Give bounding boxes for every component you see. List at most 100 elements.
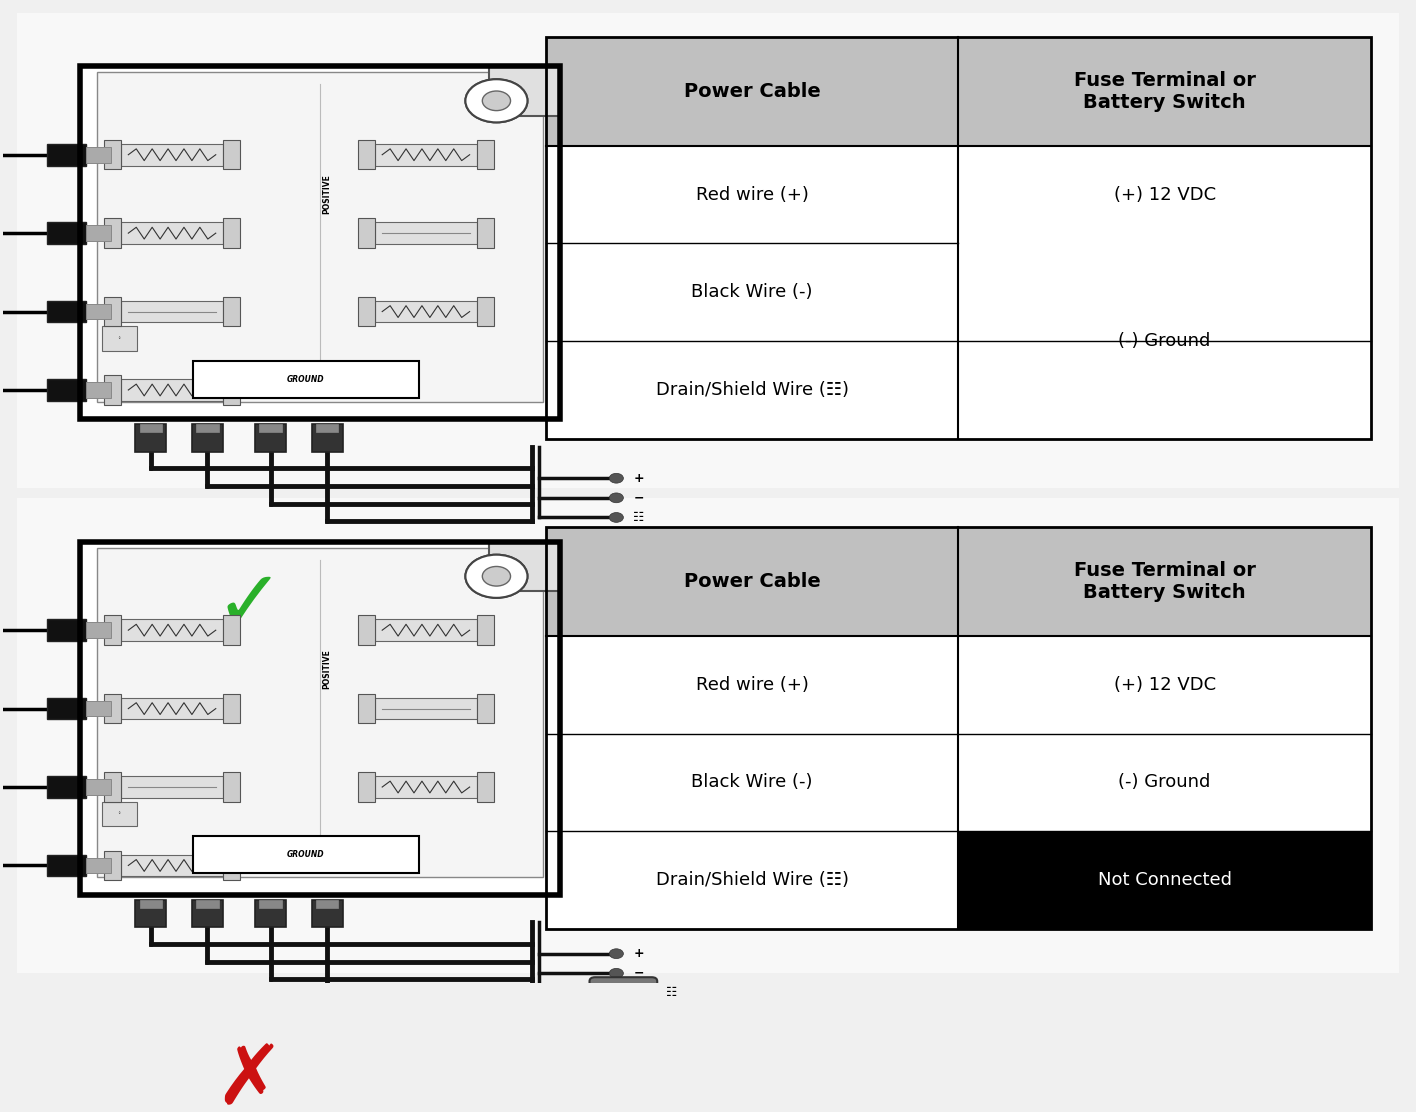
Bar xyxy=(122,619,222,641)
Text: Power Cable: Power Cable xyxy=(684,572,820,590)
Bar xyxy=(191,900,222,927)
Bar xyxy=(122,855,222,876)
Bar xyxy=(222,615,239,645)
Bar xyxy=(222,694,239,723)
Bar xyxy=(122,222,222,244)
Bar xyxy=(477,615,494,645)
Bar xyxy=(477,694,494,723)
Bar xyxy=(255,900,286,927)
Bar xyxy=(47,776,86,797)
Bar xyxy=(375,776,477,797)
Bar xyxy=(375,300,477,322)
Bar xyxy=(545,636,959,734)
Bar xyxy=(259,425,282,433)
Bar xyxy=(358,615,375,645)
Circle shape xyxy=(466,555,528,598)
Bar xyxy=(102,326,137,350)
Bar xyxy=(358,773,375,802)
Bar xyxy=(959,832,1371,930)
Bar xyxy=(477,773,494,802)
Bar xyxy=(191,425,222,451)
Circle shape xyxy=(483,566,511,586)
Bar xyxy=(122,143,222,166)
Bar xyxy=(136,425,167,451)
Circle shape xyxy=(609,969,623,979)
Circle shape xyxy=(466,555,528,598)
Bar xyxy=(222,297,239,326)
Bar xyxy=(477,218,494,248)
Bar xyxy=(136,900,167,927)
Bar xyxy=(545,527,959,636)
Circle shape xyxy=(609,949,623,959)
Bar xyxy=(47,143,86,166)
Bar xyxy=(545,832,959,930)
Bar xyxy=(358,218,375,248)
Bar xyxy=(47,222,86,244)
Bar xyxy=(47,379,86,400)
Bar xyxy=(122,698,222,719)
Bar xyxy=(316,425,338,433)
Bar xyxy=(959,37,1371,146)
Bar xyxy=(375,222,477,244)
Text: −: − xyxy=(633,966,644,980)
Bar xyxy=(105,140,122,169)
Bar xyxy=(86,701,112,716)
Text: Fuse Terminal or
Battery Switch: Fuse Terminal or Battery Switch xyxy=(1073,562,1256,602)
Circle shape xyxy=(609,513,623,523)
Bar xyxy=(477,297,494,326)
Bar xyxy=(959,146,1371,244)
Bar xyxy=(312,900,343,927)
Text: GROUND: GROUND xyxy=(287,375,324,384)
Bar xyxy=(17,12,1399,488)
Circle shape xyxy=(609,474,623,483)
Bar xyxy=(98,72,542,401)
Bar xyxy=(17,498,1399,973)
Bar xyxy=(105,375,122,405)
Bar xyxy=(222,375,239,405)
Bar xyxy=(86,304,112,319)
Bar xyxy=(47,619,86,641)
Text: Red wire (+): Red wire (+) xyxy=(695,186,809,203)
Circle shape xyxy=(483,91,511,110)
Bar xyxy=(222,851,239,881)
Bar xyxy=(193,836,419,873)
Bar xyxy=(81,67,559,419)
Text: GROUND: GROUND xyxy=(287,851,324,860)
Bar xyxy=(86,857,112,873)
Text: (+) 12 VDC: (+) 12 VDC xyxy=(1113,676,1216,694)
Bar xyxy=(375,619,477,641)
Bar xyxy=(47,698,86,719)
Bar xyxy=(193,360,419,398)
Text: Power Cable: Power Cable xyxy=(684,82,820,101)
Text: Drain/Shield Wire (☷): Drain/Shield Wire (☷) xyxy=(656,872,848,890)
Bar xyxy=(86,780,112,795)
Bar xyxy=(545,146,959,244)
Bar xyxy=(545,37,1371,439)
Bar xyxy=(122,776,222,797)
Text: Red wire (+): Red wire (+) xyxy=(695,676,809,694)
Bar xyxy=(105,694,122,723)
Bar xyxy=(490,542,559,590)
Bar xyxy=(358,694,375,723)
Bar xyxy=(105,297,122,326)
Bar xyxy=(545,527,1371,930)
Bar xyxy=(122,379,222,400)
Bar xyxy=(545,734,959,832)
Bar xyxy=(102,802,137,826)
Bar xyxy=(86,383,112,398)
Circle shape xyxy=(466,79,528,122)
Text: ✓: ✓ xyxy=(215,565,285,646)
Text: Fuse Terminal or
Battery Switch: Fuse Terminal or Battery Switch xyxy=(1073,71,1256,112)
Bar xyxy=(81,542,559,895)
Bar xyxy=(222,773,239,802)
Bar xyxy=(47,855,86,876)
Circle shape xyxy=(466,79,528,122)
Bar xyxy=(959,734,1371,832)
Text: Not Connected: Not Connected xyxy=(1097,872,1232,890)
Text: +: + xyxy=(633,947,644,960)
Bar xyxy=(195,425,218,433)
Circle shape xyxy=(483,91,511,110)
Text: (-) Ground: (-) Ground xyxy=(1119,332,1211,350)
Bar xyxy=(259,900,282,907)
Bar xyxy=(195,900,218,907)
